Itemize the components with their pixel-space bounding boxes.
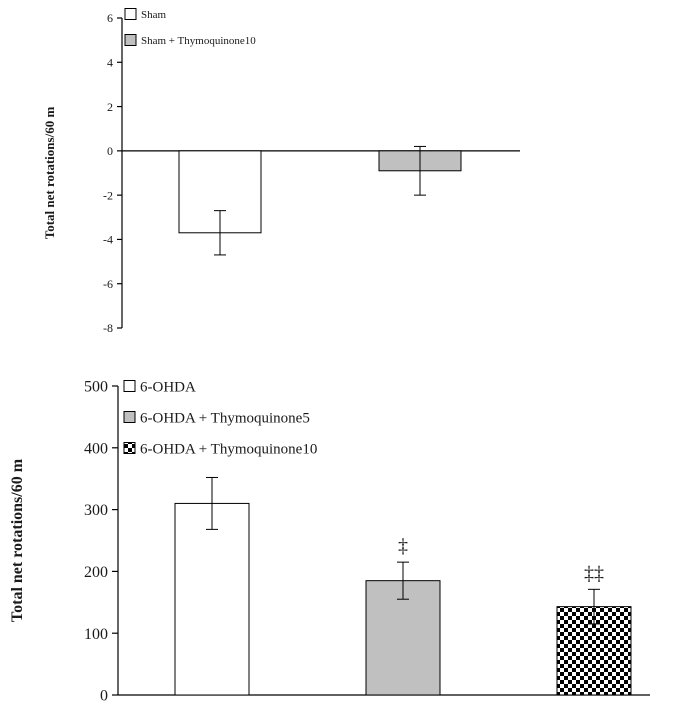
y-tick-label: -2 — [103, 188, 113, 202]
legend-label: 6-OHDA + Thymoquinone5 — [140, 410, 310, 426]
y-tick-label: 300 — [84, 502, 108, 519]
y-tick-label: 500 — [84, 379, 108, 396]
y-tick-label: 2 — [107, 100, 113, 114]
y-tick-label: 0 — [107, 144, 113, 158]
bar — [174, 502, 250, 696]
legend-swatch — [123, 380, 136, 392]
y-tick-label: -8 — [103, 321, 113, 335]
significance-marker: ‡‡ — [584, 562, 604, 584]
legend-swatch — [124, 34, 137, 46]
y-axis-title: Total net rotations/60 m — [9, 458, 26, 622]
bar — [365, 580, 441, 696]
y-tick-label: 6 — [107, 11, 113, 25]
significance-marker: ‡ — [398, 535, 408, 557]
y-tick-label: 0 — [100, 688, 108, 701]
legend-swatch — [124, 8, 137, 20]
y-tick-label: 200 — [84, 564, 108, 581]
y-tick-label: 400 — [84, 440, 108, 457]
legend-label: Sham + Thymoquinone10 — [141, 35, 256, 47]
y-tick-label: 4 — [107, 55, 113, 69]
legend-label: 6-OHDA + Thymoquinone10 — [140, 441, 317, 457]
y-axis-title: Total net rotations/60 m — [42, 107, 57, 240]
y-tick-label: -4 — [103, 233, 113, 247]
legend-label: Sham — [141, 9, 167, 21]
y-tick-label: -6 — [103, 277, 113, 291]
chart-2: 500 400 300 200 100 0 Total net rotations/60 m… — [9, 379, 650, 701]
legend-swatch — [123, 411, 136, 423]
legend-label: 6-OHDA — [140, 379, 196, 395]
y-tick-label: 100 — [84, 626, 108, 643]
chart-1: 6 4 2 0 -2 -4 -6 -8 Total net rotations/60 m Sham… — [42, 8, 520, 335]
legend-swatch — [123, 442, 136, 454]
